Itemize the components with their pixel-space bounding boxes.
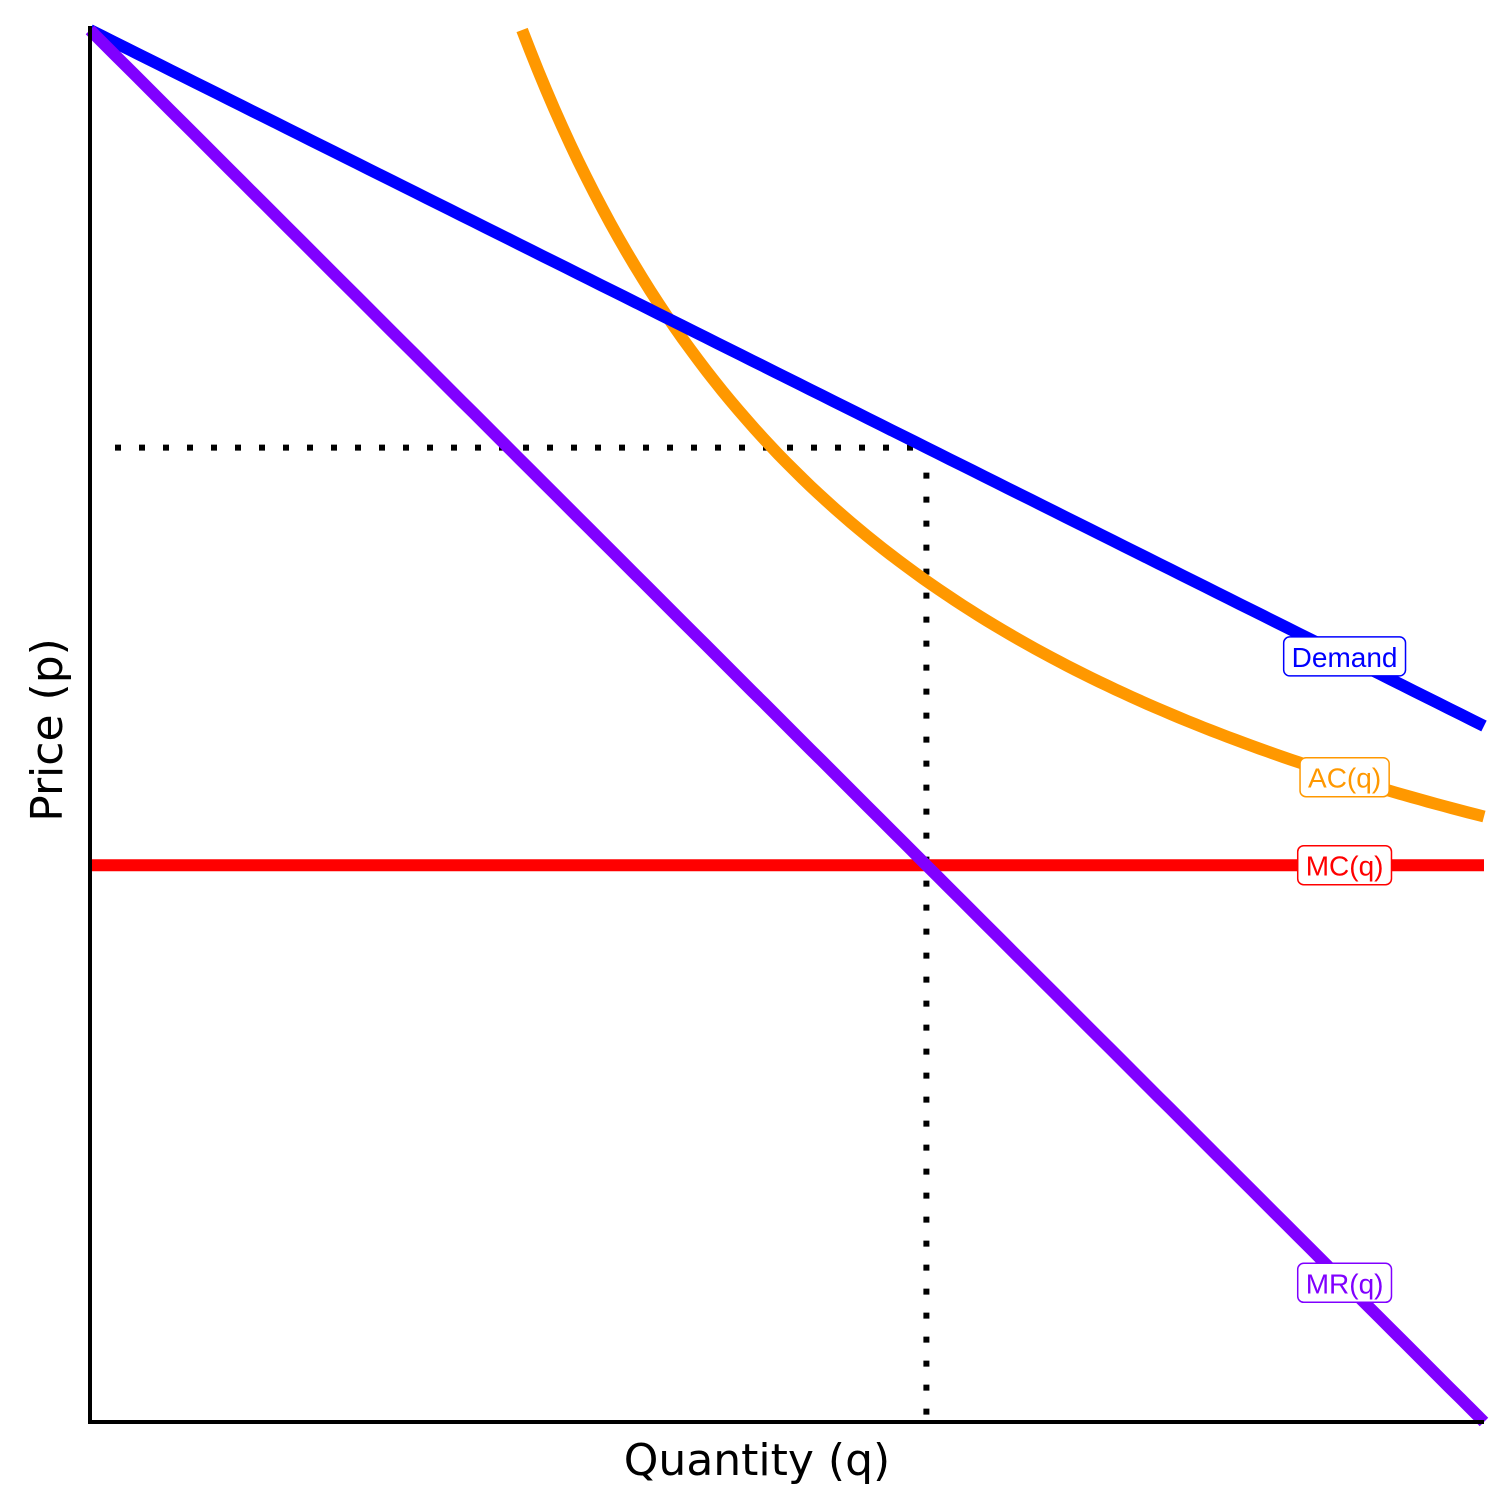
label-text-ac-q: AC(q) [1308, 763, 1381, 794]
label-text-mr-q: MR(q) [1306, 1268, 1384, 1299]
curve-labels: AC(q) Demand MC(q) MR(q) [1282, 636, 1407, 1304]
label-mc-q: MC(q) [1296, 844, 1393, 886]
label-box-mc-q [1296, 844, 1393, 886]
label-demand: Demand [1282, 636, 1407, 677]
label-box-mr-q [1296, 1262, 1393, 1304]
y-axis-title: Price (p) [22, 638, 73, 822]
label-box-demand [1282, 636, 1407, 677]
axes [88, 26, 1484, 1424]
label-text-mc-q: MC(q) [1306, 851, 1384, 882]
x-axis-title: Quantity (q) [624, 1435, 890, 1486]
label-box-ac-q [1299, 756, 1390, 798]
label-ac-q: AC(q) [1299, 756, 1390, 798]
reference-lines [115, 444, 930, 1422]
label-text-demand: Demand [1292, 642, 1398, 673]
curves [85, 24, 1489, 1427]
curve-ac-q [516, 27, 1486, 823]
label-mr-q: MR(q) [1296, 1262, 1393, 1304]
curve-mr-q [85, 25, 1489, 1427]
curve-demand [87, 24, 1487, 732]
